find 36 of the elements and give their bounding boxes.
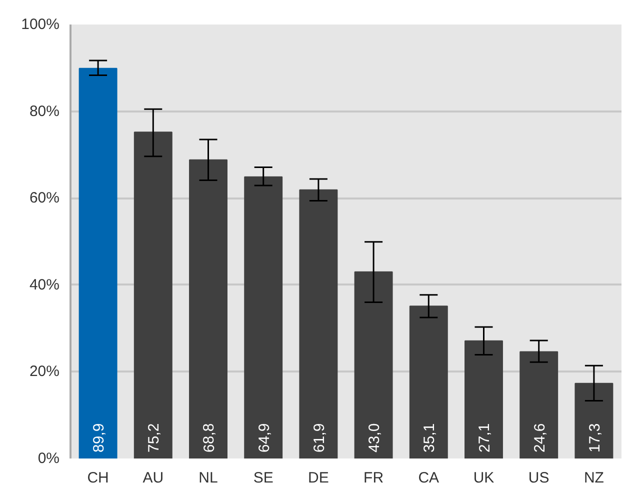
bar [189,159,228,458]
x-tick-label: NZ [584,470,604,486]
data-label: 24,6 [531,423,548,452]
bar [354,271,393,458]
y-tick-label: 60% [29,190,60,207]
x-tick-label: FR [364,470,384,486]
bar [299,189,338,458]
data-label: 75,2 [146,423,163,452]
data-label: 27,1 [476,423,494,452]
bar [464,340,503,458]
data-label: 64,9 [256,423,273,452]
x-tick-label: NL [198,470,218,486]
data-label: 68,8 [200,423,218,452]
bar [574,382,614,458]
bar [134,132,172,458]
x-tick-label: US [528,470,550,486]
data-label: 89,9 [90,423,108,452]
data-label: 35,1 [421,423,438,452]
x-tick-label: SE [253,470,274,486]
bar [78,68,118,458]
y-tick-label: 100% [21,16,60,33]
y-tick-label: 40% [29,276,60,294]
y-tick-label: 80% [29,102,60,120]
y-tick-label: 0% [38,450,60,467]
bar [244,176,283,458]
data-label: 17,3 [586,423,604,452]
x-tick-label: DE [308,470,329,486]
x-tick-label: AU [142,470,164,486]
x-tick-label: CA [418,470,440,486]
y-tick-label: 20% [29,363,60,380]
data-label: 43,0 [366,423,384,452]
data-label: 61,9 [310,423,328,452]
x-tick-label: CH [87,470,109,486]
bar [409,306,448,458]
x-tick-label: UK [473,470,494,486]
bar [520,351,558,458]
